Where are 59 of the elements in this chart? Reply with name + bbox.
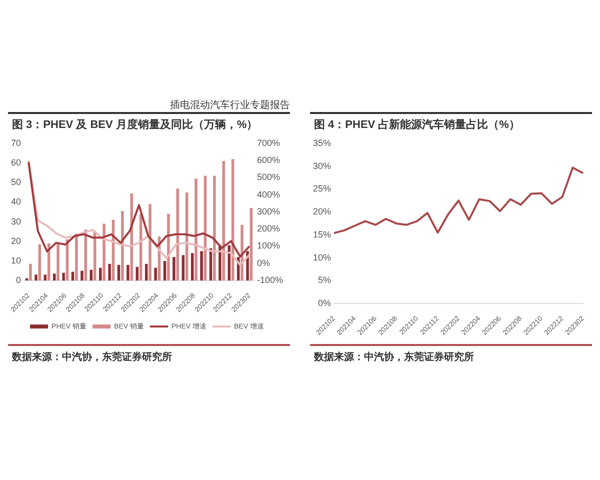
bar: [52, 274, 56, 281]
y-tick-label: 25%: [313, 184, 332, 194]
y-tick-label: 40: [10, 196, 22, 207]
bar: [250, 208, 253, 281]
y-tick-label: 5%: [318, 275, 332, 286]
y-tick-label: 30%: [313, 160, 332, 171]
y-tick-label: 50: [10, 177, 22, 188]
y2-tick-label: -100%: [256, 275, 283, 286]
bar: [34, 274, 38, 281]
source-note: 数据来源：中汽协，东莞证券研究所: [8, 346, 290, 368]
bar: [148, 204, 152, 281]
bar: [144, 264, 148, 281]
bar: [25, 278, 28, 281]
bar: [108, 264, 111, 281]
y2-tick-label: 100%: [256, 240, 280, 251]
bar: [182, 255, 185, 281]
bar: [190, 253, 194, 281]
bar: [75, 234, 78, 281]
y2-tick-label: 200%: [256, 224, 280, 234]
bar: [172, 257, 176, 281]
chart-subtitle: 插电混动汽车行业专题报告: [169, 98, 290, 112]
bar: [126, 264, 130, 281]
y2-tick-label: 300%: [256, 206, 280, 216]
y2-tick-label: 0%: [256, 258, 270, 268]
y2-tick-label: 400%: [256, 189, 280, 200]
y-tick-label: 20: [10, 236, 22, 246]
y-tick-label: 60: [10, 157, 22, 168]
bar: [194, 178, 198, 281]
y-tick-label: 20%: [313, 206, 332, 217]
bar: [38, 244, 42, 281]
y-tick-label: 35%: [313, 138, 332, 148]
y-tick-label: 10: [10, 255, 22, 266]
source-note: 数据来源：中汽协，东莞证券研究所: [310, 346, 592, 368]
bar: [62, 272, 65, 281]
bar: [102, 224, 106, 281]
bar: [246, 251, 249, 281]
bar: [121, 210, 124, 281]
bar: [56, 243, 60, 281]
bar: [213, 176, 216, 281]
bar: [154, 268, 157, 281]
bar: [163, 260, 166, 281]
chart-title: 图 4：PHEV 占新能源汽车销量占比（%）: [310, 112, 592, 135]
y-tick-label: 10%: [313, 252, 332, 262]
bar: [200, 251, 203, 281]
bar: [117, 264, 120, 281]
bar: [222, 161, 226, 281]
bar: [80, 270, 84, 281]
chart-title: 图 3：PHEV 及 BEV 月度销量及同比（万辆，%）: [8, 112, 290, 135]
bar: [71, 272, 74, 281]
y2-tick-label: 500%: [256, 172, 280, 182]
y-tick-label: 15%: [313, 229, 332, 240]
bar: [44, 274, 47, 281]
y2-tick-label: 700%: [256, 138, 280, 148]
y-tick-label: 0%: [318, 298, 332, 308]
y-tick-label: 0: [16, 275, 22, 286]
y-tick-label: 70: [10, 138, 22, 148]
bar: [29, 264, 32, 281]
y2-tick-label: 600%: [256, 155, 280, 166]
y-tick-label: 30: [10, 216, 22, 226]
